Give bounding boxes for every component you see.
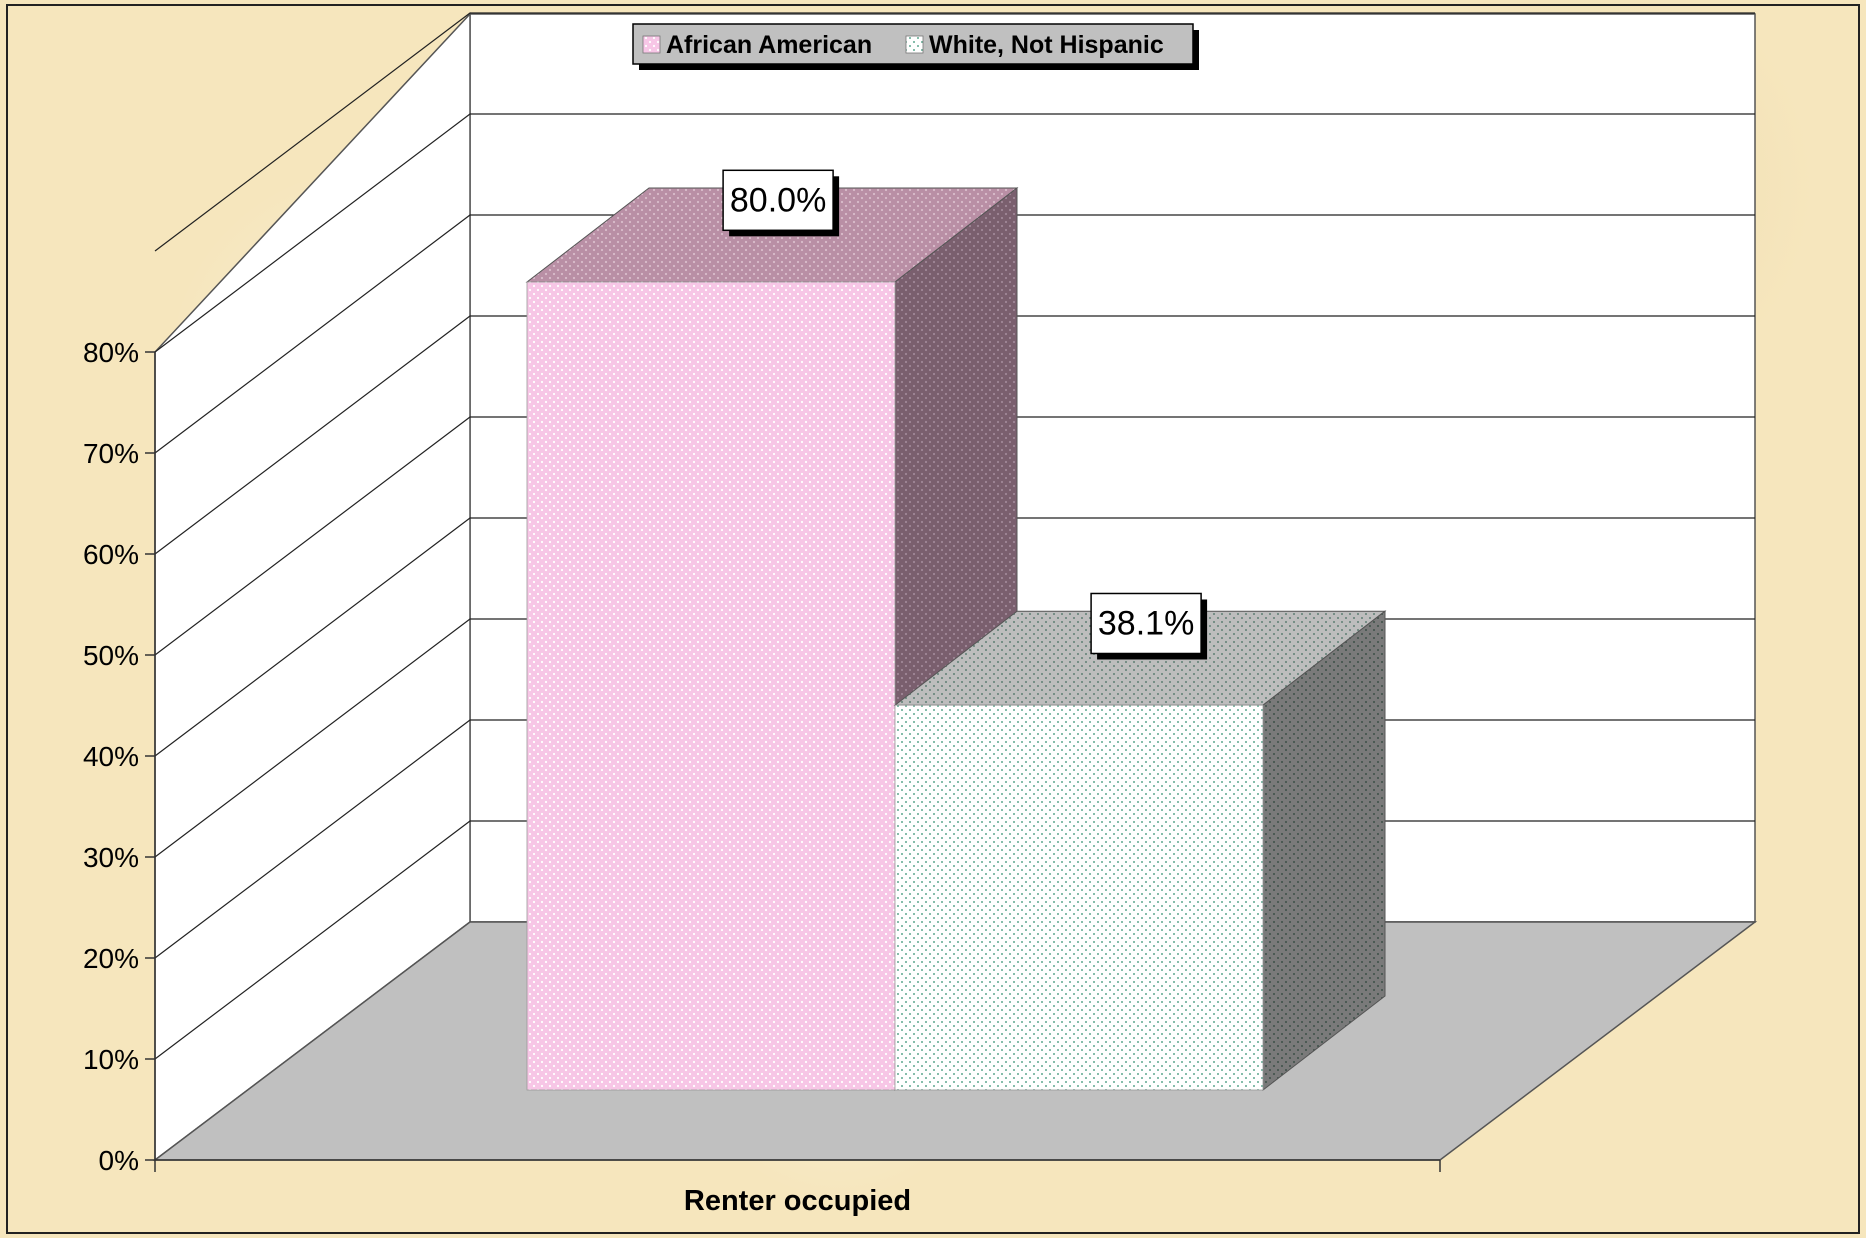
y-tick-label: 20% (83, 943, 139, 974)
data-label-1: 38.1% (1090, 592, 1208, 660)
y-tick-label: 0% (99, 1145, 139, 1176)
legend-label-1: White, Not Hispanic (929, 31, 1164, 59)
bar-front (894, 704, 1264, 1091)
gridline (154, 214, 1755, 454)
y-tick-label: 70% (83, 438, 139, 469)
bars (525, 186, 1387, 1092)
y-axis: 0% 10% 20% 30% 40% 50% 60% 70% 80% (83, 337, 156, 1176)
data-label-box (1090, 592, 1202, 655)
gridline (154, 113, 1755, 353)
gridlines (154, 12, 1755, 1161)
y-tick-label: 40% (83, 741, 139, 772)
y-tick-label: 10% (83, 1044, 139, 1075)
y-tick-label: 50% (83, 640, 139, 671)
data-label-text: 38.1% (1098, 604, 1194, 642)
data-label-text: 80.0% (730, 181, 826, 219)
bar-1 (893, 610, 1387, 1092)
chart-frame (6, 4, 1860, 1234)
gridline (154, 416, 1755, 656)
legend-swatch-0 (642, 35, 661, 54)
gridline (154, 12, 1755, 252)
gridline (154, 315, 1755, 555)
legend[interactable]: African American White, Not Hispanic (632, 23, 1199, 70)
gridline (154, 517, 1755, 757)
data-label-box (722, 169, 834, 232)
x-category-label: Renter occupied (684, 1185, 911, 1217)
data-labels: 80.0% 38.1% (722, 169, 1208, 660)
data-label-0: 80.0% (722, 169, 840, 237)
legend-label-0: African American (666, 31, 872, 59)
x-axis: Renter occupied (154, 1159, 1441, 1217)
y-tick-label: 80% (83, 337, 139, 368)
y-tick-label: 30% (83, 842, 139, 873)
bar-front (526, 281, 896, 1091)
y-tick-label: 60% (83, 539, 139, 570)
legend-swatch-1 (905, 35, 924, 54)
